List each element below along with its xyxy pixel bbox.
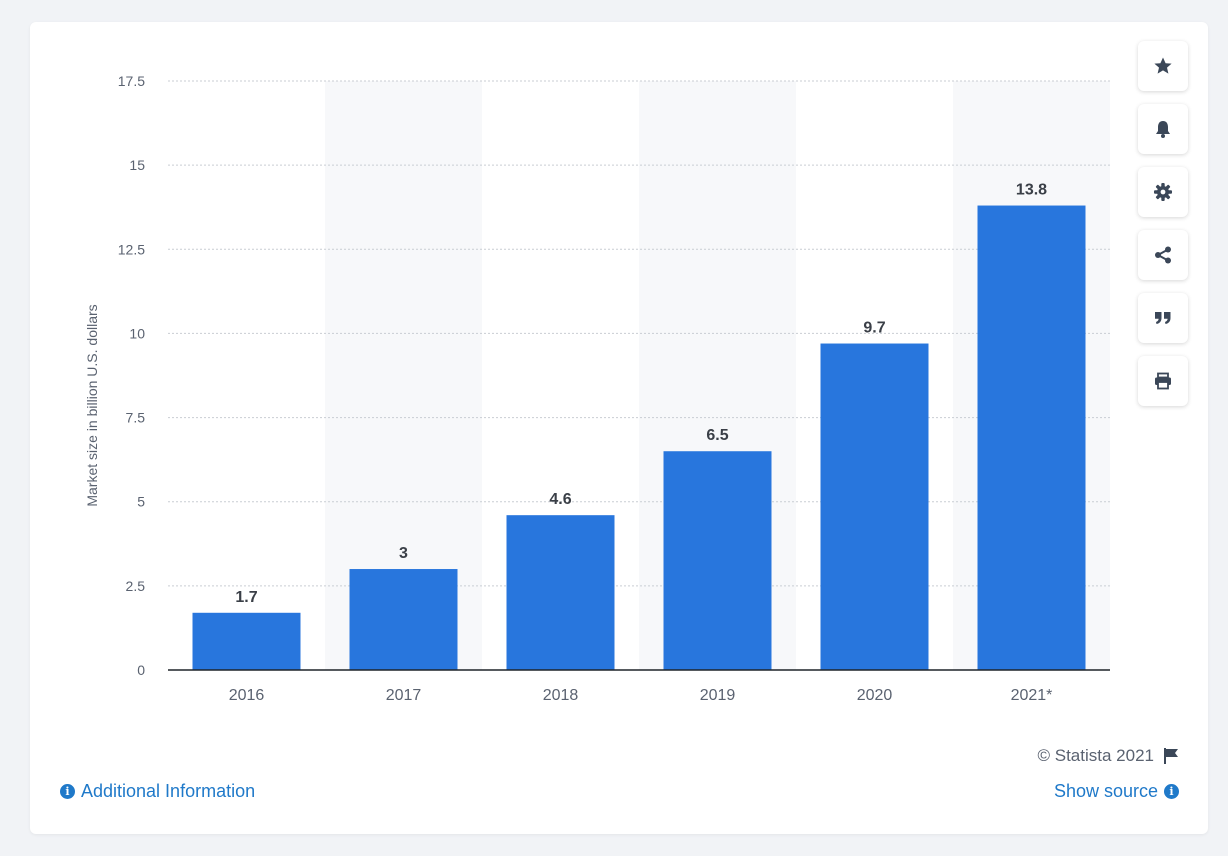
show-source-link[interactable]: Show source i	[1054, 781, 1179, 802]
share-button[interactable]	[1138, 230, 1188, 280]
value-label: 3	[399, 545, 408, 562]
value-label: 4.6	[549, 491, 571, 508]
x-tick-label: 2020	[857, 687, 893, 704]
info-icon: i	[60, 784, 75, 799]
y-axis-label: Market size in billion U.S. dollars	[84, 304, 100, 506]
y-tick-label: 15	[129, 157, 145, 173]
x-tick-label: 2017	[386, 687, 422, 704]
additional-information-link[interactable]: i Additional Information	[60, 781, 255, 802]
print-icon	[1155, 372, 1171, 390]
y-tick-label: 10	[129, 325, 145, 341]
share-icon	[1155, 246, 1171, 264]
bar[interactable]	[192, 612, 301, 670]
value-label: 6.5	[706, 427, 728, 444]
value-label: 1.7	[235, 589, 257, 606]
copyright-text: © Statista 2021	[1037, 746, 1155, 765]
value-label: 13.8	[1016, 182, 1047, 199]
gear-icon	[1154, 183, 1172, 201]
x-tick-label: 2016	[229, 687, 265, 704]
settings-button[interactable]	[1138, 167, 1188, 217]
bar[interactable]	[820, 343, 929, 670]
star-icon	[1154, 57, 1172, 74]
x-tick-label: 2021*	[1011, 687, 1053, 704]
y-tick-label: 0	[137, 662, 145, 678]
bell-icon	[1156, 121, 1170, 138]
y-axis-ticks: 0 2.5 5 7.5 10 12.5 15 17.5	[118, 73, 145, 678]
notification-button[interactable]	[1138, 104, 1188, 154]
flag-icon[interactable]	[1162, 747, 1180, 765]
y-tick-label: 5	[137, 494, 145, 510]
y-tick-label: 2.5	[126, 578, 146, 594]
print-button[interactable]	[1138, 356, 1188, 406]
bar[interactable]	[977, 205, 1086, 670]
value-labels: 1.7 3 4.6 6.5 9.7 13.8	[235, 182, 1047, 606]
show-source-label: Show source	[1053, 781, 1158, 801]
info-icon: i	[1164, 784, 1179, 799]
additional-information-label: Additional Information	[81, 781, 256, 801]
gridlines	[168, 80, 1110, 587]
x-tick-label: 2018	[543, 687, 579, 704]
bar[interactable]	[663, 451, 772, 670]
bars	[192, 205, 1086, 670]
favorite-button[interactable]	[1138, 41, 1188, 91]
x-axis-ticks: 2016 2017 2018 2019 2020 2021*	[229, 687, 1053, 704]
bar-chart: 0 2.5 5 7.5 10 12.5 15 17.5 1.7 3 4.6 6.5 9.7 13.8 2…	[84, 73, 1110, 704]
y-tick-label: 12.5	[118, 241, 145, 257]
cite-button[interactable]	[1138, 293, 1188, 343]
bar[interactable]	[506, 515, 615, 670]
y-tick-label: 7.5	[126, 410, 146, 426]
quote-icon	[1155, 312, 1171, 324]
value-label: 9.7	[863, 320, 885, 337]
x-tick-label: 2019	[700, 687, 736, 704]
statista-copyright: © Statista 2021	[1038, 746, 1181, 766]
bar[interactable]	[349, 569, 458, 670]
y-tick-label: 17.5	[118, 73, 145, 89]
